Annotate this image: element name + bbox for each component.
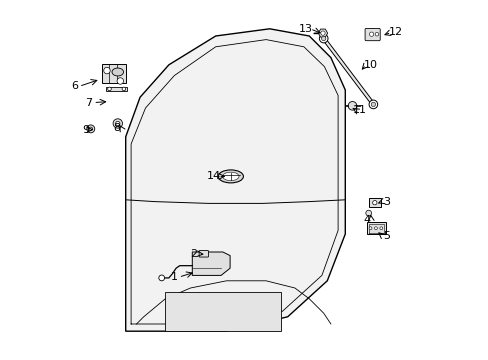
Polygon shape: [366, 222, 385, 234]
Circle shape: [347, 102, 356, 110]
Circle shape: [368, 100, 377, 109]
Circle shape: [320, 31, 325, 35]
Polygon shape: [125, 29, 345, 331]
Circle shape: [370, 102, 375, 107]
Text: 7: 7: [85, 98, 92, 108]
Text: 13: 13: [298, 24, 312, 34]
Circle shape: [89, 127, 92, 131]
Text: 11: 11: [352, 105, 366, 115]
Text: 3: 3: [383, 197, 389, 207]
Polygon shape: [106, 87, 127, 91]
Text: 5: 5: [383, 231, 389, 241]
Text: 8: 8: [113, 123, 120, 133]
Circle shape: [368, 227, 371, 230]
Circle shape: [321, 36, 325, 41]
Text: 9: 9: [81, 125, 89, 135]
Polygon shape: [318, 29, 327, 37]
Text: 6: 6: [71, 81, 78, 91]
Ellipse shape: [112, 68, 123, 76]
Ellipse shape: [222, 172, 239, 181]
FancyBboxPatch shape: [365, 28, 380, 41]
Circle shape: [365, 210, 371, 216]
FancyBboxPatch shape: [199, 251, 208, 257]
Text: 2: 2: [190, 249, 197, 259]
Circle shape: [107, 87, 111, 91]
Polygon shape: [192, 252, 230, 275]
Circle shape: [115, 121, 120, 126]
Circle shape: [374, 32, 378, 36]
Circle shape: [117, 78, 123, 84]
Text: 14: 14: [206, 171, 221, 181]
Circle shape: [374, 227, 377, 230]
Text: 12: 12: [388, 27, 402, 37]
Circle shape: [368, 32, 373, 36]
Text: 4: 4: [363, 215, 370, 225]
Circle shape: [379, 227, 382, 230]
Circle shape: [372, 201, 376, 205]
Circle shape: [103, 67, 110, 74]
Bar: [102, 64, 126, 83]
Circle shape: [319, 34, 327, 43]
Text: 10: 10: [363, 60, 377, 70]
Circle shape: [113, 119, 122, 128]
Ellipse shape: [218, 170, 243, 183]
Polygon shape: [165, 292, 280, 331]
Circle shape: [87, 125, 95, 133]
Text: 1: 1: [170, 272, 178, 282]
Circle shape: [159, 275, 164, 281]
Polygon shape: [368, 198, 380, 207]
Circle shape: [122, 87, 125, 91]
